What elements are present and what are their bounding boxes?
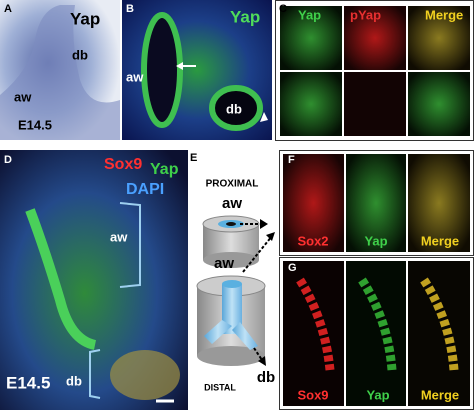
panel-letter: C xyxy=(279,3,287,15)
stain-label: Yap xyxy=(70,9,100,28)
panel-letter: G xyxy=(288,262,297,274)
channel-label: Yap xyxy=(298,7,321,22)
panel-letter: A xyxy=(4,3,12,15)
region-label: aw xyxy=(214,255,234,272)
arrowhead xyxy=(176,62,183,70)
panel-d: D Sox9 Yap DAPI aw db E14.5 xyxy=(0,150,188,410)
channel-label: Yap xyxy=(364,233,387,248)
stain-label: Yap xyxy=(230,7,260,26)
channel-label: Merge xyxy=(425,7,463,22)
panel-a: A Yap db aw E14.5 xyxy=(0,0,120,140)
channel-label: Yap xyxy=(366,387,389,402)
stain-label: Yap xyxy=(150,161,179,178)
stage-label: E14.5 xyxy=(6,373,50,392)
region-label: aw xyxy=(110,229,128,244)
stain-label: DAPI xyxy=(126,181,164,198)
panel-f: F Sox2 Yap Merge xyxy=(279,150,474,256)
panel-b: B Yap aw db xyxy=(122,0,272,140)
panel-letter: E xyxy=(190,152,197,164)
panel-e: E PROXIMAL aw aw DISTAL db xyxy=(190,152,275,392)
stain-label: Sox9 xyxy=(104,156,142,173)
channel-label: pYap xyxy=(350,7,381,22)
channel-label: Sox9 xyxy=(297,387,328,402)
channel-label: Merge xyxy=(421,233,459,248)
channel-label: Merge xyxy=(421,387,459,402)
panel-g: G Sox9 Yap Merge xyxy=(279,257,474,410)
region-label: aw xyxy=(126,69,144,84)
panel-c: C Yap pYap Merge xyxy=(275,0,474,141)
arrowhead xyxy=(260,112,268,122)
panel-letter: B xyxy=(126,3,134,15)
stage-label: E14.5 xyxy=(18,117,52,132)
region-label: db xyxy=(257,369,275,386)
region-label: db xyxy=(72,47,88,62)
region-label: db xyxy=(226,101,242,116)
panel-letter: F xyxy=(288,154,295,166)
channel-label: Sox2 xyxy=(297,233,328,248)
region-label: aw xyxy=(14,89,32,104)
region-label: db xyxy=(66,373,82,388)
distal-label: DISTAL xyxy=(204,382,236,392)
panel-letter: D xyxy=(4,154,12,166)
proximal-label: PROXIMAL xyxy=(206,179,259,190)
region-label: aw xyxy=(222,195,242,212)
